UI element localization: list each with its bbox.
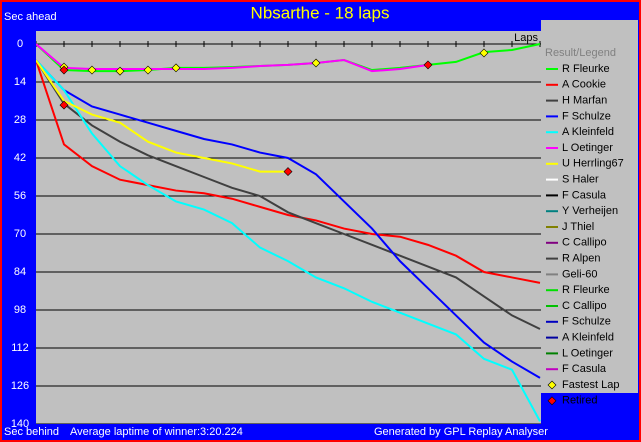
legend-label: F Schulze	[562, 316, 611, 328]
marker	[423, 60, 433, 70]
legend-label: C Callipo	[562, 300, 607, 312]
legend-label: L Oetinger	[562, 142, 613, 154]
legend-label: Y Verheijen	[562, 205, 618, 217]
legend-label: F Schulze	[562, 110, 611, 122]
legend-label: U Herrling67	[562, 158, 624, 170]
legend-label: L Oetinger	[562, 347, 613, 359]
marker	[479, 48, 489, 58]
legend-label: Geli-60	[562, 268, 597, 280]
y-tick-label: 140	[11, 418, 29, 430]
series-line	[36, 59, 541, 284]
series-line	[36, 59, 541, 330]
legend-label: S Haler	[562, 174, 599, 186]
y-label-top: Sec ahead	[4, 11, 57, 23]
plot	[36, 41, 541, 424]
marker	[283, 167, 293, 176]
marker	[171, 63, 181, 73]
legend-label: J Thiel	[562, 221, 594, 233]
series-line	[36, 43, 429, 73]
series-line	[36, 59, 541, 422]
marker	[115, 66, 125, 76]
plot-area	[36, 31, 541, 424]
y-tick-label: 70	[14, 228, 26, 240]
legend-label: A Cookie	[562, 79, 606, 91]
legend-label: R Fleurke	[562, 284, 610, 296]
footer-left: Average laptime of winner:3:20.224	[70, 426, 243, 438]
legend-label: H Marfan	[562, 95, 607, 107]
marker	[87, 65, 97, 75]
y-tick-label: 28	[14, 114, 26, 126]
y-tick-label: 56	[14, 190, 26, 202]
legend-label: A Kleinfeld	[562, 126, 614, 138]
legend-title: Result/Legend	[545, 47, 616, 59]
y-tick-label: 0	[17, 38, 23, 50]
y-tick-label: 84	[14, 266, 26, 278]
legend-label: Fastest Lap	[562, 379, 619, 391]
y-tick-label: 14	[14, 76, 26, 88]
y-tick-label: 112	[11, 342, 29, 354]
legend-box	[541, 20, 638, 393]
x-label: Laps	[514, 32, 538, 44]
y-label-bottom: Sec behind	[4, 426, 59, 438]
y-tick-label: 42	[14, 152, 26, 164]
chart-title: Nbsarthe - 18 laps	[251, 3, 390, 22]
legend-marker	[547, 380, 557, 390]
legend-label: R Fleurke	[562, 63, 610, 75]
y-tick-label: 98	[14, 304, 26, 316]
legend-label: F Casula	[562, 363, 607, 375]
series-line	[36, 59, 541, 379]
marker	[59, 65, 69, 75]
marker	[59, 100, 69, 110]
marker	[143, 65, 153, 75]
y-tick-label: 126	[11, 380, 29, 392]
legend-label: F Casula	[562, 189, 607, 201]
legend-label: R Alpen	[562, 253, 601, 265]
marker	[311, 58, 321, 68]
footer-right: Generated by GPL Replay Analyser	[374, 426, 548, 438]
legend-label: Retired	[562, 395, 597, 407]
legend-label: A Kleinfeld	[562, 332, 614, 344]
legend-marker	[547, 396, 557, 406]
legend-label: C Callipo	[562, 237, 607, 249]
series-line	[36, 59, 288, 173]
